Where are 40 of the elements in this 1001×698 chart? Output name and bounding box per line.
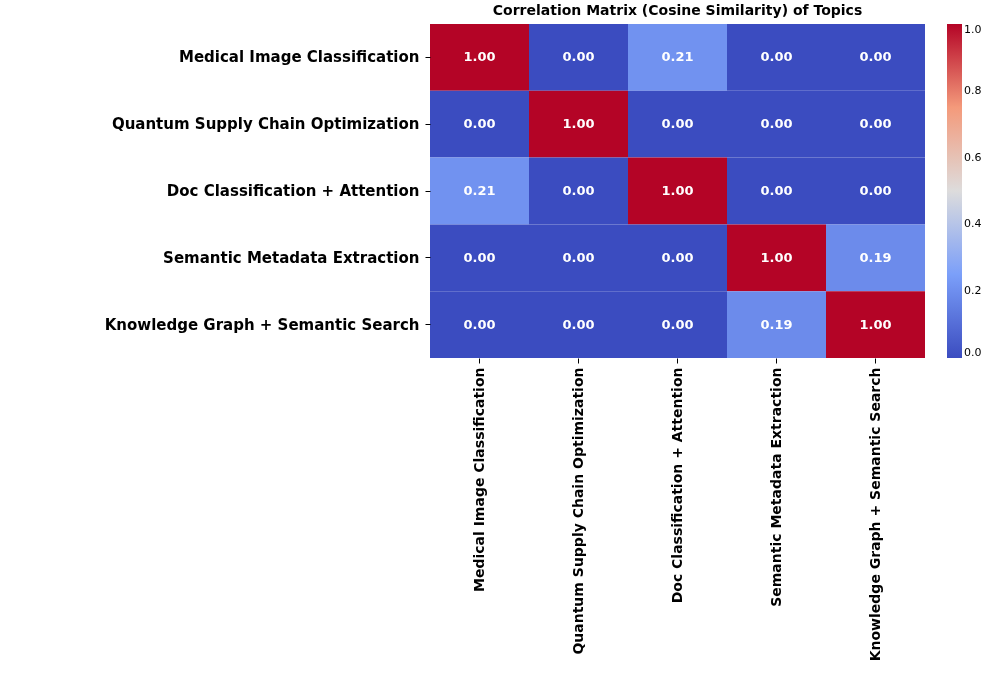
data-label: 0.00: [562, 49, 595, 65]
data-label: 0.00: [661, 316, 694, 332]
y-tick-label: Doc Classification + Attention: [166, 182, 420, 200]
data-label: 0.00: [562, 316, 595, 332]
x-tick-label: Semantic Metadata Extraction: [767, 367, 784, 607]
y-tick-label: Knowledge Graph + Semantic Search: [104, 315, 420, 334]
data-label: 0.00: [760, 183, 793, 198]
data-label: 0.00: [859, 116, 892, 132]
data-label: 0.00: [661, 249, 694, 265]
data-label: 0.00: [859, 183, 892, 198]
color-bar-label: 0.8: [964, 83, 982, 97]
data-label: 0.00: [661, 116, 694, 132]
data-label: 0.00: [562, 249, 595, 265]
data-label: 1.00: [562, 116, 595, 132]
color-bar-label: 1.0: [964, 23, 982, 36]
color-bar-label: 0.4: [964, 217, 982, 231]
chart-title: Correlation Matrix (Cosine Similarity) of Topics: [492, 2, 863, 18]
color-bar-label: 0.2: [964, 284, 982, 298]
data-label: 1.00: [661, 183, 694, 198]
x-tick-label: Knowledge Graph + Semantic Search: [866, 367, 883, 662]
data-label: 0.00: [562, 183, 595, 198]
data-label: 1.00: [859, 316, 892, 332]
data-label: 0.21: [661, 49, 694, 65]
color-bar-label: 0.6: [964, 150, 982, 164]
data-label: 0.21: [463, 183, 496, 198]
data-label: 0.00: [760, 49, 793, 65]
color-bar-label: 0.0: [964, 346, 982, 359]
y-tick-label: Semantic Metadata Extraction: [163, 248, 420, 267]
y-tick-label: Quantum Supply Chain Optimization: [111, 115, 420, 134]
data-label: 0.00: [760, 116, 793, 132]
data-label: 1.00: [760, 249, 793, 265]
data-label: 0.00: [859, 49, 892, 65]
data-label: 0.00: [463, 316, 496, 332]
x-tick-label: Doc Classification + Attention: [668, 367, 685, 604]
data-label: 0.19: [859, 249, 892, 265]
data-label: 1.00: [463, 49, 496, 65]
y-tick-label: Medical Image Classification: [178, 48, 420, 67]
data-label: 0.19: [760, 316, 793, 332]
data-label: 0.00: [463, 249, 496, 265]
data-label: 0.00: [463, 116, 496, 132]
